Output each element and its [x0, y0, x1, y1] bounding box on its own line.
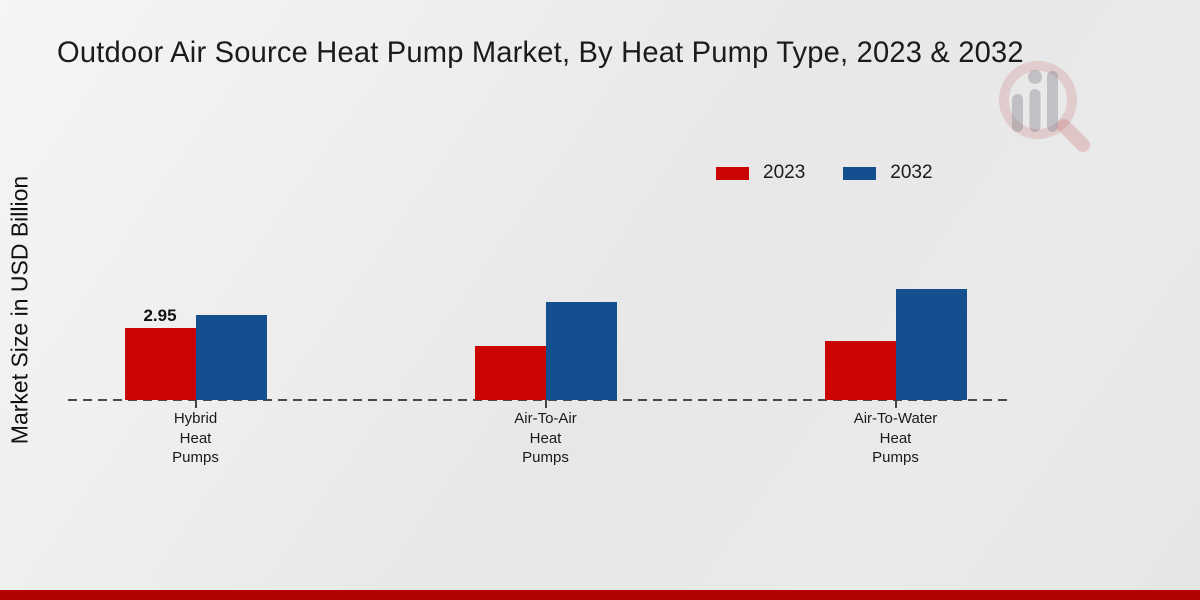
legend-swatch-2023 — [716, 166, 749, 180]
bar-2023-air-to-air-heat-pumps — [474, 346, 546, 400]
category-label: Air-To-Water Heat Pumps — [853, 410, 938, 466]
bar-2032-air-to-air-heat-pumps — [545, 302, 617, 400]
category-label: Air-To-Air Heat Pumps — [514, 410, 577, 466]
legend-label-2032: 2032 — [890, 162, 933, 183]
legend-item-2023: 2023 — [716, 162, 805, 184]
bar-2023-hybrid-heat-pumps — [124, 328, 196, 400]
legend-item-2032: 2032 — [843, 162, 933, 184]
x-axis-baseline — [68, 399, 1007, 401]
x-axis-tick — [894, 400, 897, 408]
footer-accent-bar — [0, 590, 1200, 600]
chart-title: Outdoor Air Source Heat Pump Market, By … — [57, 36, 1024, 69]
x-axis-tick — [544, 400, 547, 408]
bar-2032-hybrid-heat-pumps — [195, 315, 267, 400]
bar-2032-air-to-water-heat-pumps — [895, 289, 967, 400]
legend-swatch-2032 — [843, 166, 877, 180]
bar-2023-air-to-water-heat-pumps — [824, 341, 896, 400]
bar-value-label: 2.95 — [143, 306, 177, 325]
x-axis-tick — [194, 400, 197, 408]
category-label: Hybrid Heat Pumps — [172, 410, 219, 466]
magnifier-bar-chart-logo-icon — [999, 61, 1090, 152]
legend: 2023 2032 — [716, 159, 933, 187]
legend-label-2023: 2023 — [763, 162, 806, 183]
